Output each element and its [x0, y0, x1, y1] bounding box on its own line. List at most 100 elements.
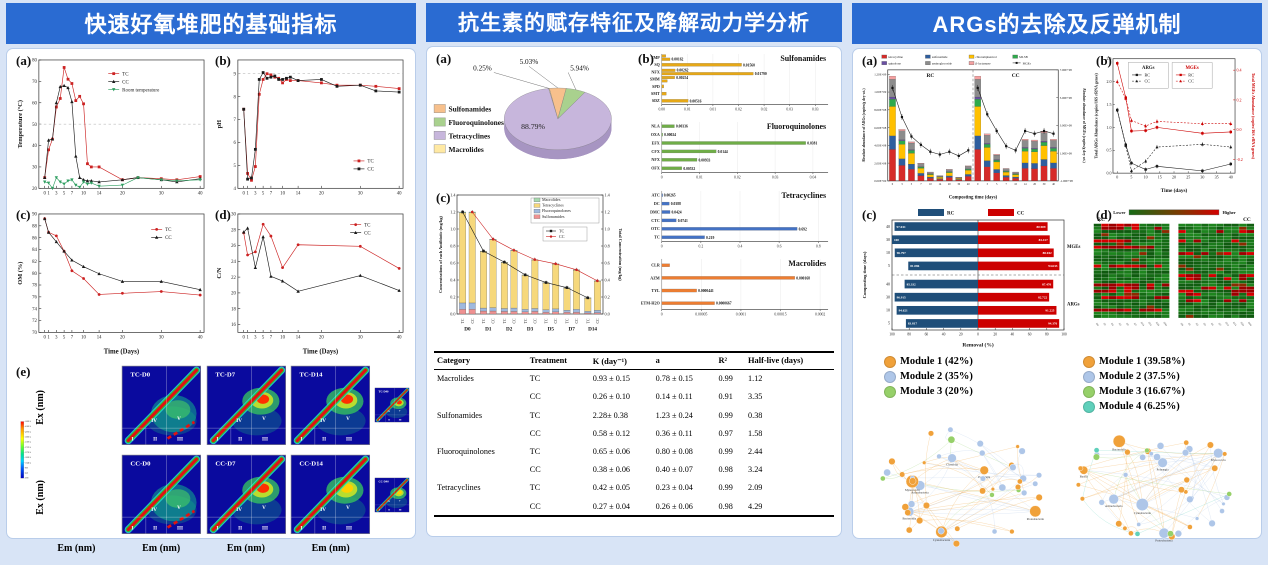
module-label: Module 4 (6.25%) — [1099, 401, 1180, 412]
panel-label-a: (a) — [16, 53, 31, 69]
svg-text:26: 26 — [231, 244, 236, 249]
svg-text:II: II — [322, 436, 326, 442]
svg-text:60: 60 — [32, 101, 37, 106]
svg-text:Polyangia: Polyangia — [1157, 467, 1170, 471]
svg-text:88: 88 — [32, 225, 37, 230]
kinetics-table-cell: CC — [527, 497, 590, 516]
kinetics-table-cell: 0.78 ± 0.15 — [653, 369, 716, 388]
svg-text:22: 22 — [231, 276, 236, 281]
svg-text:III: III — [177, 526, 183, 532]
ex-axis-label: Ex (nm) — [35, 390, 118, 425]
svg-text:TC: TC — [165, 228, 172, 233]
svg-text:0.0000441: 0.0000441 — [698, 289, 714, 293]
svg-text:10: 10 — [81, 191, 86, 196]
kinetics-table-cell — [434, 497, 527, 516]
svg-text:40: 40 — [967, 183, 970, 186]
svg-text:9091: 9091 — [25, 467, 28, 469]
svg-text:10: 10 — [886, 307, 890, 312]
svg-text:CC: CC — [533, 318, 537, 324]
module-label: Module 1 (39.58%) — [1099, 356, 1185, 367]
svg-text:74: 74 — [32, 308, 37, 313]
svg-text:90: 90 — [32, 213, 37, 218]
svg-text:NFX: NFX — [651, 158, 659, 163]
svg-text:I: I — [301, 436, 303, 442]
svg-text:CC: CC — [367, 168, 374, 173]
svg-text:1.5: 1.5 — [1107, 102, 1112, 107]
svg-text:0.4: 0.4 — [605, 277, 611, 282]
svg-text:5: 5 — [63, 336, 66, 341]
svg-text:TC: TC — [367, 160, 374, 165]
svg-text:OXA: OXA — [651, 132, 660, 137]
svg-text:14: 14 — [97, 336, 102, 341]
svg-text:3: 3 — [254, 336, 257, 341]
svg-text:40: 40 — [1011, 332, 1015, 336]
svg-text:TC-D0: TC-D0 — [130, 371, 150, 378]
svg-text:CC: CC — [165, 236, 172, 241]
svg-text:40: 40 — [886, 281, 890, 286]
svg-text:CC: CC — [1243, 217, 1251, 223]
svg-text:0.00262: 0.00262 — [677, 69, 689, 73]
svg-text:0.8: 0.8 — [816, 244, 821, 248]
em-axis-label: Em (nm) — [120, 543, 203, 554]
svg-text:TC-D14: TC-D14 — [300, 371, 324, 378]
svg-text:V: V — [346, 505, 350, 511]
svg-text:40: 40 — [942, 332, 946, 336]
svg-text:6.00E+08: 6.00E+08 — [874, 126, 886, 130]
svg-text:1.0: 1.0 — [450, 226, 455, 231]
svg-text:40: 40 — [886, 224, 890, 229]
svg-text:82: 82 — [32, 260, 37, 265]
svg-text:0.5: 0.5 — [1107, 148, 1112, 153]
svg-text:MGEs: MGEs — [1186, 66, 1199, 71]
svg-text:Macrolides: Macrolides — [542, 197, 561, 202]
svg-text:0: 0 — [243, 191, 246, 196]
svg-text:CC: CC — [1012, 73, 1020, 79]
svg-text:TYL: TYL — [651, 288, 660, 293]
svg-text:30: 30 — [32, 166, 37, 171]
kinetics-table-cell: 4.29 — [745, 497, 834, 516]
svg-text:Absolute abundance of MGEs (co: Absolute abundance of MGEs (copies/g dry… — [1082, 88, 1086, 163]
svg-text:0.0741: 0.0741 — [678, 219, 688, 223]
svg-text:40: 40 — [1229, 174, 1233, 179]
kinetics-table-cell: 0.40 ± 0.07 — [653, 461, 716, 479]
svg-text:OTC: OTC — [651, 226, 660, 231]
svg-text:0.8: 0.8 — [605, 243, 610, 248]
svg-text:8: 8 — [233, 95, 236, 100]
kinetics-table-cell: 0.99 — [716, 479, 746, 497]
svg-text:I: I — [379, 509, 380, 511]
svg-text:II: II — [388, 509, 390, 511]
svg-text:V: V — [177, 415, 181, 421]
svg-text:CC: CC — [1144, 79, 1150, 84]
svg-text:91.225: 91.225 — [1045, 308, 1054, 312]
svg-text:TC: TC — [482, 318, 486, 323]
svg-text:TC: TC — [545, 318, 549, 323]
svg-text:30: 30 — [886, 237, 890, 242]
svg-text:D0: D0 — [1095, 322, 1100, 327]
svg-text:7: 7 — [1005, 183, 1007, 186]
svg-text:88.042: 88.042 — [1043, 251, 1052, 255]
svg-text:CC: CC — [492, 318, 496, 324]
svg-text:SDZ: SDZ — [652, 98, 660, 103]
svg-text:Myxococcia: Myxococcia — [1211, 458, 1226, 462]
network-legend-cc: Module 1 (39.58%)Module 2 (37.5%)Module … — [1057, 356, 1256, 413]
kinetics-table-cell: 0.65 ± 0.06 — [590, 442, 653, 460]
svg-text:1.4: 1.4 — [450, 192, 456, 197]
svg-text:10: 10 — [886, 250, 890, 255]
svg-text:84: 84 — [32, 248, 37, 253]
svg-text:D5: D5 — [1125, 322, 1130, 327]
svg-text:82.722: 82.722 — [1038, 295, 1047, 299]
